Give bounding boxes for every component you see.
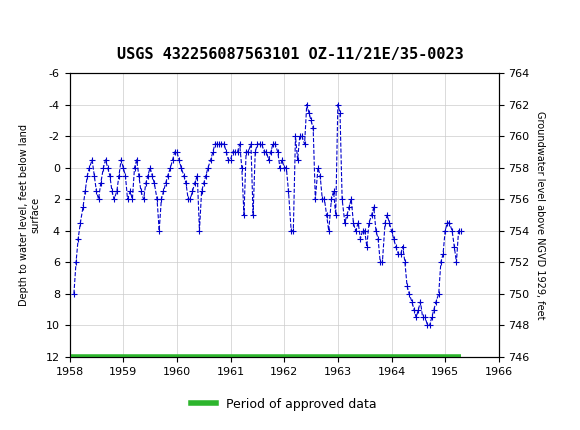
Text: USGS 432256087563101 OZ-11/21E/35-0023: USGS 432256087563101 OZ-11/21E/35-0023 (117, 47, 463, 62)
Y-axis label: Groundwater level above NGVD 1929, feet: Groundwater level above NGVD 1929, feet (535, 111, 545, 319)
Legend: Period of approved data: Period of approved data (186, 393, 382, 416)
Y-axis label: Depth to water level, feet below land
surface: Depth to water level, feet below land su… (19, 124, 40, 306)
Text: ╳USGS: ╳USGS (12, 13, 78, 39)
